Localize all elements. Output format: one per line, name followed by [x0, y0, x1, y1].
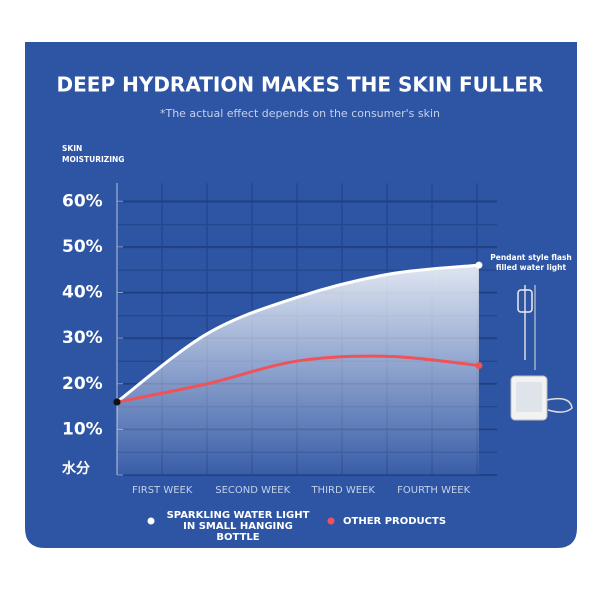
- y-tick-label: 20%: [62, 374, 103, 394]
- x-tick-label: FIRST WEEK: [132, 485, 193, 496]
- line: [116, 354, 480, 404]
- point: [475, 261, 483, 269]
- chart-title: DEEP HYDRATION MAKES THE SKIN FULLER: [57, 73, 544, 97]
- point: [475, 362, 483, 369]
- y-axis-label: SKIN MOISTURIZING: [62, 144, 125, 164]
- chart-subtitle: *The actual effect depends on the consum…: [160, 107, 440, 120]
- y-tick-label: 50%: [62, 237, 103, 257]
- x-tick-label: THIRD WEEK: [310, 485, 375, 496]
- y-tick-label: 60%: [62, 191, 103, 211]
- y-tick-label: 10%: [62, 419, 103, 439]
- line: [116, 263, 480, 404]
- y-tick-label: 水分: [62, 460, 90, 477]
- area: [117, 265, 479, 475]
- point: [113, 398, 121, 406]
- legend-marker: [327, 517, 335, 525]
- x-tick-label: FOURTH WEEK: [397, 485, 470, 496]
- y-tick-label: 40%: [62, 283, 103, 303]
- device-illustration: [510, 285, 573, 421]
- legend-label: SPARKLING WATER LIGHT IN SMALL HANGING B…: [166, 510, 310, 543]
- y-tick-label: 30%: [62, 328, 103, 348]
- x-tick-label: SECOND WEEK: [215, 485, 290, 496]
- legend-label: OTHER PRODUCTS: [343, 516, 447, 527]
- annotation: Pendant style flash filled water light: [490, 253, 572, 272]
- legend-marker: [147, 517, 155, 525]
